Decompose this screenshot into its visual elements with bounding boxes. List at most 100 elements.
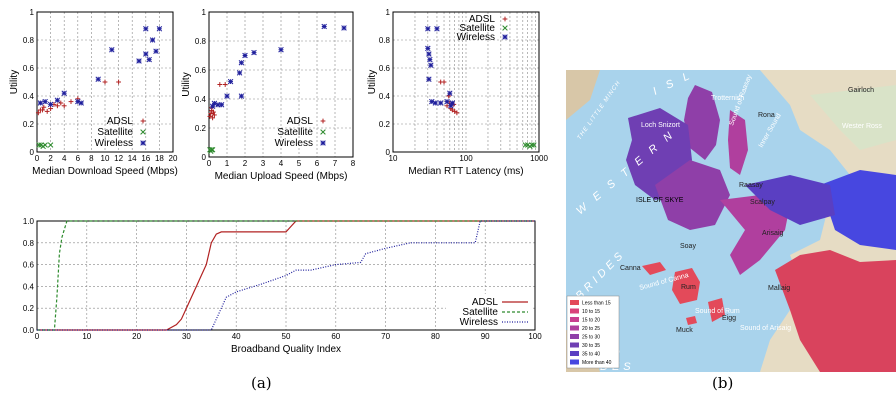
legend-label: ADSL bbox=[469, 14, 496, 25]
x-tick-label: 70 bbox=[381, 332, 390, 341]
plot-frame bbox=[36, 11, 174, 153]
series-wireless bbox=[37, 220, 535, 331]
data-point bbox=[149, 37, 156, 43]
chart-2: 0 1 2 3 4 5 6 7 8 0 0.2 0.4 0.6 0.8 1 Median Upload Spe… bbox=[181, 8, 356, 182]
x-tick-label: 0 bbox=[35, 332, 40, 341]
x-tick-label: 18 bbox=[155, 154, 164, 163]
x-axis-label: Median RTT Latency (ms) bbox=[408, 166, 523, 177]
x-tick-label: 3 bbox=[261, 159, 266, 168]
x-axis-label: Median Download Speed (Mbps) bbox=[32, 166, 178, 177]
data-point bbox=[61, 90, 67, 96]
data-point bbox=[153, 48, 159, 54]
data-point bbox=[68, 99, 74, 104]
legend-marker bbox=[140, 140, 146, 146]
map-panel-b: W E S T E R N I S L THE LITTLE MINCH BRI… bbox=[566, 70, 896, 372]
map-legend-label: 10 to 15 bbox=[582, 309, 600, 315]
data-point bbox=[321, 23, 327, 30]
data-point bbox=[37, 100, 44, 106]
y-tick-label: 0.6 bbox=[23, 261, 35, 270]
map-label-wester-ross: Wester Ross bbox=[842, 123, 882, 130]
y-tick-label: 0.6 bbox=[195, 66, 207, 75]
y-tick-label: 0 bbox=[202, 153, 207, 162]
legend-entry: ADSL bbox=[472, 297, 528, 308]
map-label-trotternish: Trotternish bbox=[711, 95, 744, 102]
x-tick-label: 40 bbox=[232, 332, 241, 341]
map-label-skye: ISLE OF SKYE bbox=[636, 197, 684, 204]
mainland-hills-north bbox=[810, 85, 896, 150]
legend-label: ADSL bbox=[472, 297, 499, 308]
y-tick-label: 0.2 bbox=[195, 124, 207, 133]
x-tick-label: 14 bbox=[128, 154, 137, 163]
y-axis-label: Utility bbox=[181, 72, 192, 96]
series-wireless bbox=[425, 26, 456, 109]
data-point bbox=[102, 79, 108, 85]
legend-label: Satellite bbox=[277, 127, 313, 138]
y-tick-label: 1 bbox=[386, 8, 391, 17]
x-tick-label: 100 bbox=[459, 154, 473, 163]
legend-entry: Satellite bbox=[459, 23, 508, 34]
legend-label: Satellite bbox=[97, 127, 133, 138]
y-tick-label: 0.4 bbox=[195, 95, 207, 104]
data-point bbox=[432, 100, 439, 106]
x-tick-label: 30 bbox=[182, 332, 191, 341]
data-point bbox=[522, 142, 529, 148]
outer-hebrides-north bbox=[566, 70, 600, 120]
y-tick-label: 1 bbox=[30, 8, 35, 17]
data-point bbox=[217, 82, 223, 87]
map-label-soay: Soay bbox=[680, 243, 696, 250]
data-point bbox=[55, 103, 60, 109]
legend-label: ADSL bbox=[107, 116, 134, 127]
legend-entry: Wireless bbox=[460, 317, 528, 328]
series-line bbox=[37, 220, 535, 331]
x-axis-label: Median Upload Speed (Mbps) bbox=[215, 171, 348, 182]
caption-a: (a) bbox=[251, 374, 272, 392]
data-point bbox=[47, 101, 54, 108]
data-point bbox=[434, 26, 440, 32]
data-point bbox=[54, 97, 61, 103]
map-label-scalpay: Scalpay bbox=[750, 199, 775, 206]
map-label-sound-arisaig: Sound of Arisaig bbox=[740, 325, 791, 332]
data-point bbox=[236, 70, 243, 76]
y-tick-label: 1.0 bbox=[23, 217, 35, 226]
x-tick-label: 5 bbox=[297, 159, 302, 168]
eigg-island bbox=[708, 298, 725, 322]
data-point bbox=[48, 106, 53, 111]
y-tick-label: 0.4 bbox=[23, 282, 35, 291]
y-axis-label: Utility bbox=[9, 70, 20, 94]
data-point bbox=[143, 51, 149, 57]
skye-sleat bbox=[720, 195, 790, 275]
map-legend-swatch bbox=[570, 359, 579, 365]
map-legend-swatch bbox=[570, 325, 579, 331]
map-legend-swatch bbox=[570, 317, 579, 322]
data-point bbox=[136, 58, 142, 64]
data-point bbox=[208, 146, 215, 153]
x-tick-label: 50 bbox=[282, 332, 291, 341]
data-point bbox=[242, 52, 248, 59]
data-point bbox=[218, 102, 225, 108]
data-point bbox=[211, 109, 216, 115]
data-point bbox=[428, 62, 434, 68]
legend-label: ADSL bbox=[287, 116, 314, 127]
data-point bbox=[58, 100, 64, 106]
data-point bbox=[209, 146, 216, 153]
x-tick-label: 1000 bbox=[530, 154, 548, 163]
y-tick-label: 0.0 bbox=[23, 326, 35, 335]
data-point bbox=[448, 103, 454, 109]
map-legend-swatch bbox=[570, 300, 579, 305]
legend-marker bbox=[502, 25, 508, 31]
legend-marker bbox=[320, 118, 326, 124]
series-adsl bbox=[207, 82, 228, 121]
chart-3: 10 100 1000 0 0.2 0.4 0.6 0.8 1 Median RTT Latenc… bbox=[367, 8, 548, 177]
data-point bbox=[36, 142, 42, 148]
data-point bbox=[143, 26, 149, 32]
skye-trotternish bbox=[684, 85, 720, 160]
map-legend-label: 25 to 30 bbox=[582, 335, 600, 341]
data-point bbox=[35, 110, 41, 116]
data-point bbox=[212, 112, 217, 118]
x-axis-label: Broadband Quality Index bbox=[231, 344, 341, 355]
y-tick-label: 0.4 bbox=[379, 92, 391, 101]
map-legend-swatch bbox=[570, 351, 579, 356]
